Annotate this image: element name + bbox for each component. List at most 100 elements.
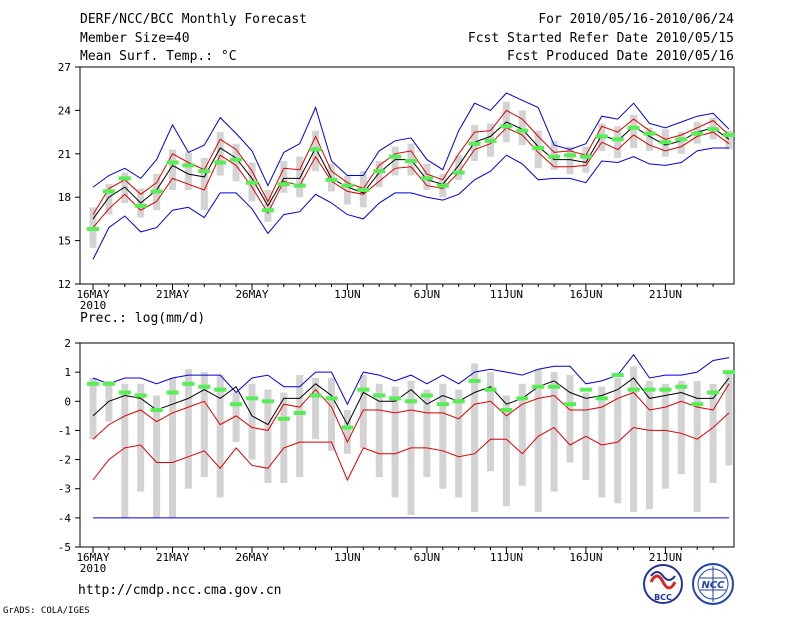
precip-box-9: [232, 392, 240, 443]
precip-marker-10: [246, 396, 258, 401]
temp-ytick-label-2: 18: [58, 191, 71, 204]
ncc-logo-text: NCC: [701, 580, 725, 591]
precip-marker-28: [532, 384, 545, 389]
temp-ytick-label-5: 27: [58, 61, 71, 74]
temp-marker-12: [277, 182, 290, 187]
temp-box-34: [630, 114, 638, 149]
precip-ytick-label-2: -3: [58, 483, 71, 496]
precip-box-15: [328, 377, 335, 451]
precip-box-4: [153, 395, 161, 518]
precip-box-40: [725, 372, 733, 466]
precip-box-21: [423, 389, 431, 478]
temp-xtick-label-5: 11JUN: [490, 288, 523, 301]
precip-marker-14: [309, 393, 322, 398]
temp-ytick-label-4: 24: [58, 104, 72, 117]
temp-marker-29: [548, 154, 561, 159]
ncc-logo: NCC: [692, 563, 734, 605]
temp-ytick-label-1: 15: [58, 235, 71, 248]
temp-marker-10: [246, 180, 258, 185]
temp-box-8: [216, 132, 224, 176]
precip-box-6: [184, 369, 192, 489]
precip-marker-0: [87, 381, 99, 386]
temp-marker-9: [230, 157, 243, 162]
precip-marker-18: [373, 393, 386, 398]
forecast-produced-label: Fcst Produced Date 2010/05/16: [507, 49, 734, 64]
temperature-plot-frame: [79, 66, 735, 285]
precip-box-35: [646, 380, 653, 510]
temp-min-line: [92, 147, 729, 260]
precip-box-12: [280, 392, 288, 483]
precip-marker-13: [293, 410, 306, 415]
precip-marker-39: [707, 390, 720, 395]
precip-ytick-label-7: 2: [64, 337, 71, 350]
temp-marker-33: [611, 137, 624, 142]
temp-marker-22: [436, 183, 449, 188]
temp-marker-8: [214, 160, 227, 165]
precip-marker-40: [723, 370, 735, 375]
precip-box-11: [264, 389, 272, 483]
temp-marker-13: [293, 183, 306, 188]
precip-marker-8: [214, 387, 227, 392]
precip-box-36: [661, 383, 669, 489]
precip-variable-label: Prec.: log(mm/d): [80, 311, 205, 326]
precip-marker-3: [134, 393, 147, 398]
precip-marker-1: [102, 381, 115, 386]
precip-box-0: [89, 377, 97, 440]
temp-marker-24: [468, 141, 481, 146]
temp-marker-32: [595, 134, 608, 139]
precip-box-16: [343, 410, 351, 454]
temp-box-13: [296, 156, 304, 198]
precip-xtick-label-5: 11JUN: [490, 551, 523, 564]
temp-box-27: [518, 110, 526, 146]
precip-box-7: [200, 372, 208, 478]
precipitation-panel: -5 -4 -3 -2 -1 0 1 2 16MAY 21MAY 26MAY 1JUN 6JUN 11JU…: [58, 337, 735, 575]
temp-xtick-label-3: 1JUN: [334, 288, 361, 301]
precip-xtick-year: 2010: [80, 562, 107, 575]
temp-xtick-label-0: 16MAY: [76, 288, 109, 301]
temp-box-1: [105, 184, 113, 215]
precip-marker-25: [484, 387, 497, 392]
temp-ytick-label-0: 12: [58, 278, 71, 291]
precip-marker-16: [341, 425, 354, 430]
temp-marker-27: [516, 128, 529, 133]
temp-marker-11: [261, 208, 274, 213]
forecast-started-label: Fcst Started Refer Date 2010/05/15: [468, 31, 734, 46]
precip-marker-19: [389, 396, 402, 401]
precip-ytick-label-4: -1: [58, 424, 71, 437]
precip-marker-20: [405, 399, 417, 404]
temp-box-5: [169, 149, 176, 190]
precip-marker-12: [277, 416, 290, 421]
temp-xtick-label-2: 26MAY: [235, 288, 268, 301]
temp-marker-20: [405, 159, 417, 164]
temp-marker-3: [134, 203, 147, 208]
precip-box-2: [121, 383, 129, 518]
temp-marker-19: [389, 154, 402, 159]
precip-marker-11: [261, 399, 274, 404]
temp-box-30: [566, 146, 574, 175]
source-url[interactable]: http://cmdp.ncc.cma.gov.cn: [78, 583, 282, 598]
precip-box-22: [439, 383, 447, 489]
grads-credit: GrADS: COLA/IGES: [3, 606, 90, 616]
precip-marker-17: [357, 387, 370, 392]
temp-marker-23: [452, 170, 465, 175]
temp-box-16: [343, 175, 351, 205]
precip-box-30: [566, 375, 574, 463]
temp-marker-30: [564, 153, 576, 158]
temp-box-37: [677, 132, 685, 154]
precip-box-24: [471, 363, 479, 513]
precip-xtick-label-4: 6JUN: [414, 551, 441, 564]
temp-marker-14: [309, 147, 322, 152]
temp-ytick-label-3: 21: [58, 148, 71, 161]
temp-marker-0: [87, 227, 99, 232]
temp-marker-31: [579, 154, 592, 159]
precip-marker-4: [150, 408, 163, 413]
temp-box-6: [184, 152, 192, 190]
temp-marker-39: [707, 127, 720, 132]
precipitation-plot-frame: [79, 342, 735, 548]
precip-box-33: [614, 377, 622, 504]
temp-box-9: [232, 143, 240, 182]
bcc-logo-text: BCC: [654, 593, 672, 602]
temp-marker-1: [102, 189, 115, 194]
temp-box-7: [200, 158, 208, 211]
precip-mean-line: [92, 377, 730, 426]
